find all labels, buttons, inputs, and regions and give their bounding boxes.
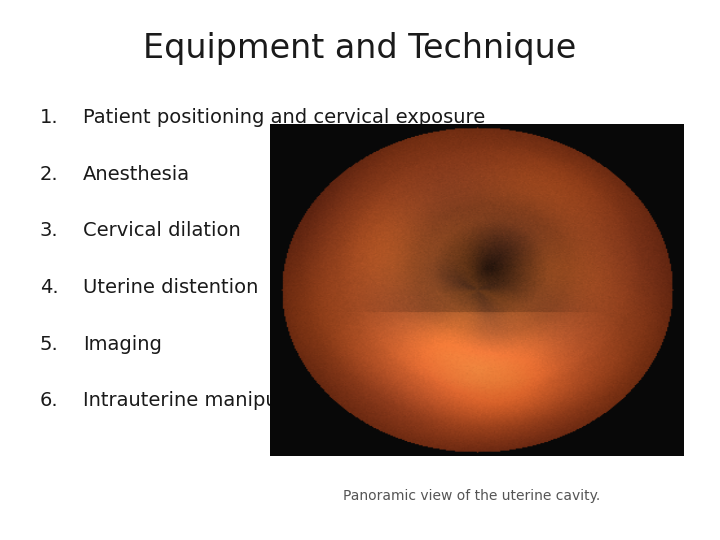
Text: 1.: 1.	[40, 108, 58, 127]
Text: Panoramic view of the uterine cavity.: Panoramic view of the uterine cavity.	[343, 489, 600, 503]
Text: 2.: 2.	[40, 165, 58, 184]
Text: Intrauterine manipulation: Intrauterine manipulation	[83, 392, 332, 410]
Text: 3.: 3.	[40, 221, 58, 240]
Text: 5.: 5.	[40, 335, 58, 354]
Text: Cervical dilation: Cervical dilation	[83, 221, 240, 240]
Text: Uterine distention: Uterine distention	[83, 278, 258, 297]
Text: 4.: 4.	[40, 278, 58, 297]
Text: Anesthesia: Anesthesia	[83, 165, 190, 184]
Text: Imaging: Imaging	[83, 335, 162, 354]
Text: Patient positioning and cervical exposure: Patient positioning and cervical exposur…	[83, 108, 485, 127]
Text: Equipment and Technique: Equipment and Technique	[143, 32, 577, 65]
Text: 6.: 6.	[40, 392, 58, 410]
